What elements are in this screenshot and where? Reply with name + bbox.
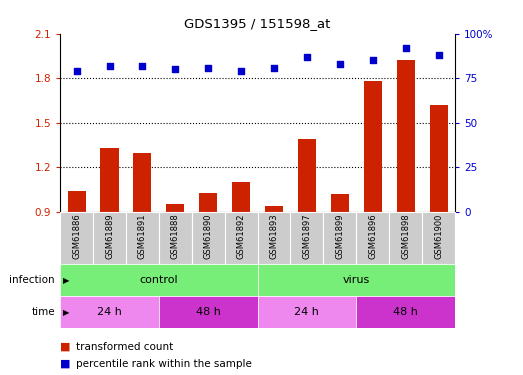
Text: ■: ■ xyxy=(60,359,74,369)
Point xyxy=(72,68,81,74)
Text: transformed count: transformed count xyxy=(76,342,173,352)
Point xyxy=(270,64,278,70)
Bar xyxy=(257,212,290,264)
Text: 48 h: 48 h xyxy=(196,307,221,317)
Point xyxy=(138,63,146,69)
Bar xyxy=(323,212,356,264)
Text: control: control xyxy=(140,275,178,285)
Bar xyxy=(232,182,250,212)
Bar xyxy=(192,212,225,264)
Bar xyxy=(133,153,152,212)
Text: percentile rank within the sample: percentile rank within the sample xyxy=(76,359,252,369)
Bar xyxy=(257,296,356,328)
Text: GSM61898: GSM61898 xyxy=(401,213,410,259)
Text: 24 h: 24 h xyxy=(294,307,320,317)
Bar xyxy=(60,212,93,264)
Text: GSM61893: GSM61893 xyxy=(269,213,279,259)
Text: virus: virus xyxy=(343,275,370,285)
Point xyxy=(303,54,311,60)
Bar xyxy=(225,212,257,264)
Bar xyxy=(60,264,257,296)
Text: GSM61889: GSM61889 xyxy=(105,213,114,259)
Text: GSM61888: GSM61888 xyxy=(171,213,180,259)
Bar xyxy=(363,81,382,212)
Bar xyxy=(396,60,415,212)
Bar xyxy=(290,212,323,264)
Text: infection: infection xyxy=(9,275,55,285)
Bar xyxy=(93,212,126,264)
Text: GSM61897: GSM61897 xyxy=(302,213,311,259)
Bar xyxy=(429,105,448,212)
Bar xyxy=(389,212,422,264)
Text: GSM61896: GSM61896 xyxy=(368,213,377,259)
Text: GSM61899: GSM61899 xyxy=(335,213,344,259)
Text: 48 h: 48 h xyxy=(393,307,418,317)
Bar xyxy=(166,204,185,212)
Text: time: time xyxy=(31,307,55,317)
Text: GSM61892: GSM61892 xyxy=(236,213,246,259)
Point xyxy=(237,68,245,74)
Bar xyxy=(331,194,349,212)
Point xyxy=(402,45,410,51)
Text: ▶: ▶ xyxy=(63,276,69,285)
Bar xyxy=(356,212,389,264)
Point xyxy=(171,66,179,72)
Bar xyxy=(199,193,217,212)
Text: GSM61891: GSM61891 xyxy=(138,213,147,259)
Point xyxy=(435,52,443,58)
Bar xyxy=(422,212,455,264)
Text: ■: ■ xyxy=(60,342,74,352)
Point xyxy=(204,64,212,70)
Text: GSM61900: GSM61900 xyxy=(434,213,443,259)
Bar xyxy=(265,206,283,212)
Bar xyxy=(100,148,119,212)
Bar xyxy=(159,212,192,264)
Bar xyxy=(257,264,455,296)
Bar xyxy=(298,139,316,212)
Text: GSM61890: GSM61890 xyxy=(204,213,213,259)
Bar xyxy=(126,212,159,264)
Bar xyxy=(159,296,257,328)
Point xyxy=(369,57,377,63)
Text: GDS1395 / 151598_at: GDS1395 / 151598_at xyxy=(185,17,331,30)
Point xyxy=(336,61,344,67)
Text: ▶: ▶ xyxy=(63,308,69,316)
Bar xyxy=(67,191,86,212)
Point xyxy=(105,63,113,69)
Text: GSM61886: GSM61886 xyxy=(72,213,81,259)
Bar xyxy=(60,296,159,328)
Bar xyxy=(356,296,455,328)
Text: 24 h: 24 h xyxy=(97,307,122,317)
